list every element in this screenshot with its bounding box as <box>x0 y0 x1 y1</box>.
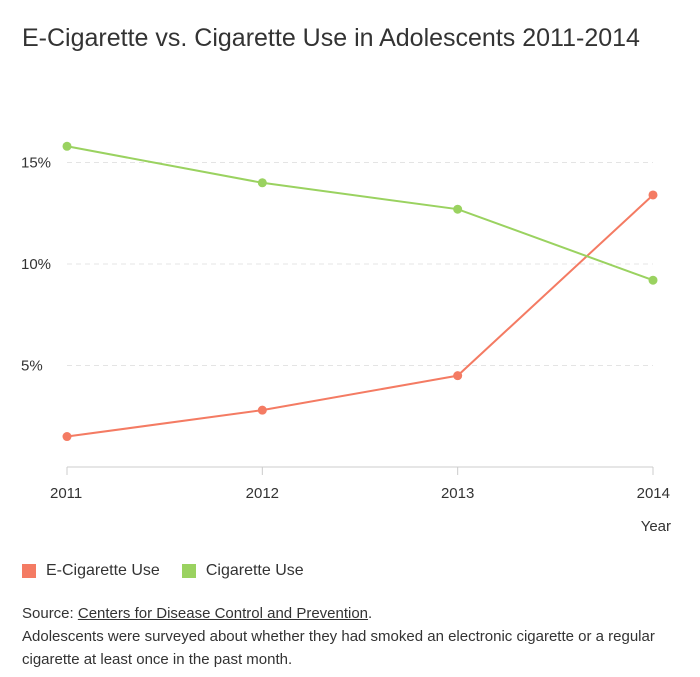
data-point[interactable] <box>453 371 463 381</box>
tick-labels: 5% 10% 15% 2011 2012 2013 2014 Year <box>21 155 671 536</box>
x-axis-title: Year <box>641 518 671 535</box>
legend-item-cigarette[interactable]: Cigarette Use <box>181 562 304 580</box>
legend-label-cigarette: Cigarette Use <box>205 562 304 579</box>
data-point[interactable] <box>257 178 267 188</box>
x-tick-label: 2012 <box>246 485 279 502</box>
x-tick-label: 2013 <box>441 485 474 502</box>
y-tick-label: 15% <box>21 155 51 172</box>
survey-note: Adolescents were surveyed about whether … <box>22 628 655 668</box>
line-chart: 5% 10% 15% 2011 2012 2013 2014 Year <box>21 141 671 536</box>
y-tick-label: 5% <box>21 358 43 375</box>
data-point[interactable] <box>62 141 72 151</box>
data-point[interactable] <box>648 275 658 285</box>
gridlines <box>67 162 653 366</box>
source-end: . <box>368 605 373 622</box>
data-point[interactable] <box>257 405 267 415</box>
legend-item-e-cigarette[interactable]: E-Cigarette Use <box>22 562 160 580</box>
chart-footer: Source: Centers for Disease Control and … <box>22 602 682 671</box>
legend-swatch-e-cigarette <box>22 564 36 578</box>
legend-label-e-cigarette: E-Cigarette Use <box>46 562 160 579</box>
data-point[interactable] <box>648 190 658 200</box>
data-point[interactable] <box>453 204 463 214</box>
series-line <box>66 145 654 282</box>
x-tick-label: 2014 <box>637 485 670 502</box>
series-line <box>66 194 654 438</box>
data-point[interactable] <box>62 432 72 442</box>
series-layer <box>62 141 658 442</box>
x-tick-label: 2011 <box>50 485 82 502</box>
source-label: Source: <box>22 605 78 622</box>
y-tick-label: 10% <box>21 256 51 273</box>
x-axis <box>66 466 654 475</box>
chart-title: E-Cigarette vs. Cigarette Use in Adolesc… <box>22 24 640 52</box>
source-link[interactable]: Centers for Disease Control and Preventi… <box>77 605 369 622</box>
legend-swatch-cigarette <box>181 564 196 578</box>
legend: E-Cigarette Use Cigarette Use <box>22 562 326 580</box>
